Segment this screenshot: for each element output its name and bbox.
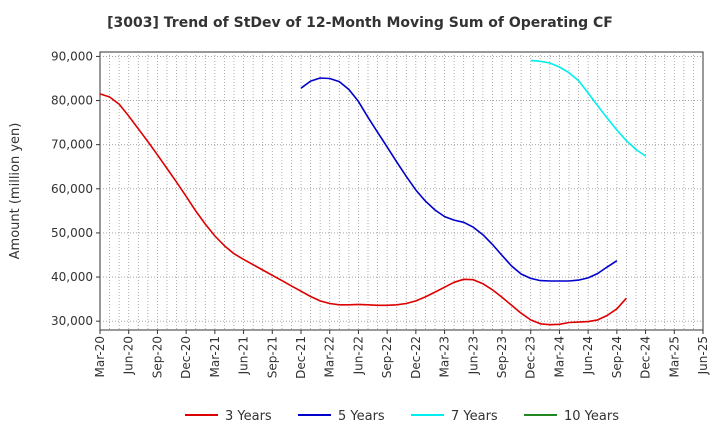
x-tick-label: Sep-21 [265, 336, 279, 378]
grid [100, 52, 703, 330]
series-line-5-years [300, 77, 618, 282]
legend-label-3-years: 3 Years [225, 409, 272, 424]
x-tick-label: Mar-24 [552, 336, 566, 377]
series-layer [99, 59, 647, 326]
series-line-7-years [530, 59, 647, 157]
x-tick-label: Jun-20 [122, 336, 136, 375]
y-tick-label: 50,000 [51, 226, 93, 240]
x-tick-label: Jun-24 [581, 336, 595, 375]
x-tick-label: Mar-25 [667, 336, 681, 377]
legend: 3 Years 5 Years 7 Years 10 Years [185, 409, 619, 424]
x-tick-label: Sep-23 [495, 336, 509, 378]
x-tick-label: Dec-22 [409, 336, 423, 379]
x-tick-label: Jun-21 [237, 336, 251, 375]
x-tick-label: Jun-23 [466, 336, 480, 375]
x-tick-label: Dec-21 [294, 336, 308, 379]
legend-label-7-years: 7 Years [451, 409, 498, 424]
x-tick-label: Mar-23 [438, 336, 452, 377]
x-tick-label: Sep-22 [380, 336, 394, 378]
x-tick-label: Sep-20 [150, 336, 164, 378]
y-tick-label: 90,000 [51, 49, 93, 63]
y-tick-label: 30,000 [51, 314, 93, 328]
y-axis-ticks: 30,000 40,000 50,000 60,000 70,000 80,000 90,0… [51, 49, 100, 328]
chart-title: [3003] Trend of StDev of 12-Month Moving… [107, 15, 613, 31]
x-tick-label: Jun-22 [351, 336, 365, 375]
x-tick-label: Mar-20 [93, 336, 107, 377]
x-tick-label: Mar-21 [208, 336, 222, 377]
x-tick-label: Mar-22 [323, 336, 337, 377]
x-tick-label: Dec-20 [179, 336, 193, 379]
plot-area [99, 51, 704, 331]
y-tick-label: 60,000 [51, 182, 93, 196]
y-tick-label: 80,000 [51, 94, 93, 108]
legend-label-10-years: 10 Years [564, 409, 619, 424]
x-tick-label: Sep-24 [610, 336, 624, 378]
y-tick-label: 40,000 [51, 270, 93, 284]
legend-label-5-years: 5 Years [338, 409, 385, 424]
x-tick-label: Jun-25 [696, 336, 710, 375]
x-tick-label: Dec-24 [639, 336, 653, 379]
y-tick-label: 70,000 [51, 138, 93, 152]
series-line-3-years [99, 93, 627, 326]
y-axis-title: Amount (million yen) [8, 123, 23, 260]
x-axis-ticks: Mar-20 Jun-20 Sep-20 Dec-20 Mar-21 Jun-21 Sep-… [93, 330, 710, 379]
x-tick-label: Dec-23 [524, 336, 538, 379]
